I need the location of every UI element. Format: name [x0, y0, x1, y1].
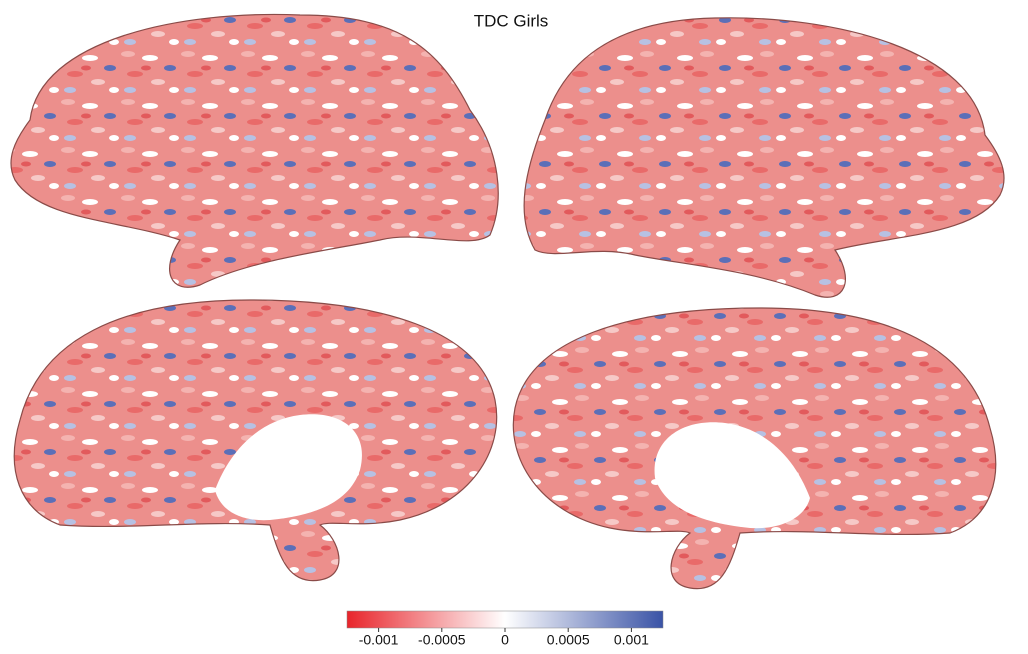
tick-label: -0.001	[359, 632, 399, 648]
colorbar: -0.001 -0.0005 0 0.0005 0.001	[346, 610, 664, 648]
tick-label: 0	[501, 632, 509, 648]
brain-bottom-right	[512, 307, 997, 590]
brain-top-right	[523, 17, 1005, 298]
title: TDC Girls	[474, 11, 549, 30]
brain-top-left	[10, 13, 499, 288]
tick-label: 0.0005	[547, 632, 590, 648]
colorbar-rect	[346, 610, 664, 629]
tick-label: -0.0005	[418, 632, 466, 648]
tick-label: 0.001	[614, 632, 649, 648]
brain-bottom-left	[13, 299, 498, 582]
